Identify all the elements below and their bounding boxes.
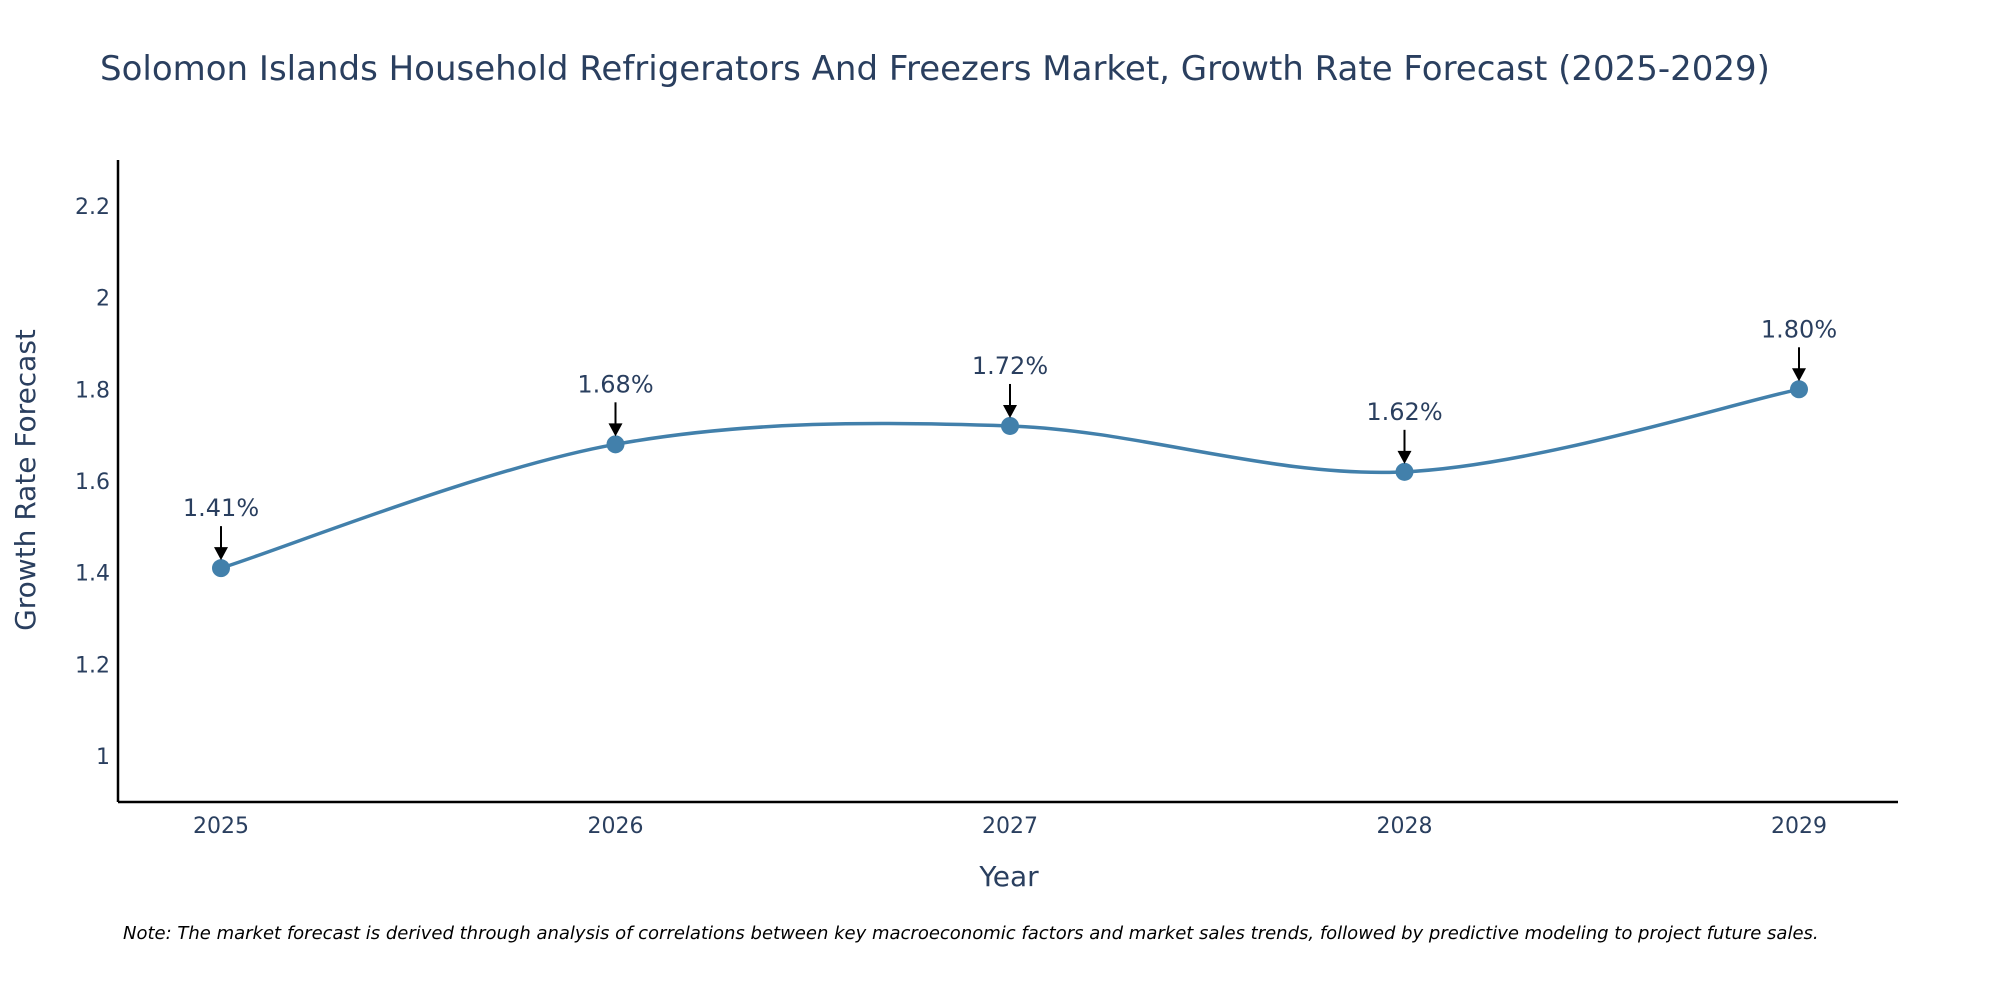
data-point	[1001, 416, 1019, 435]
annotation-arrow-head	[608, 423, 623, 437]
x-tick-label: 2028	[1377, 814, 1433, 839]
annotation-arrow-head	[1003, 404, 1017, 418]
data-label: 1.68%	[577, 370, 653, 398]
x-tick-label: 2027	[982, 814, 1038, 839]
x-tick-label: 2025	[193, 814, 249, 839]
data-label: 1.72%	[972, 352, 1048, 380]
data-label: 1.80%	[1761, 315, 1837, 343]
annotation-arrow-head	[1397, 450, 1412, 464]
x-tick-label: 2029	[1771, 814, 1827, 839]
chart-title: Solomon Islands Household Refrigerators …	[100, 49, 1770, 89]
y-tick-label: 1.2	[75, 653, 110, 678]
y-tick-label: 1.4	[75, 562, 110, 587]
data-point	[1395, 462, 1414, 481]
data-annotations: 1.41% 1.68% 1.72% 1.62% 1.80%	[183, 315, 1837, 561]
x-axis-ticks: 2025 2026 2027 2028 2029	[193, 814, 1827, 839]
annotation-arrow-head	[214, 547, 228, 561]
y-axis-title: Growth Rate Forecast	[9, 329, 42, 631]
data-point	[606, 435, 625, 454]
data-label: 1.41%	[183, 494, 259, 522]
footnote: Note: The market forecast is derived thr…	[123, 923, 1819, 944]
data-markers	[212, 380, 1808, 578]
annotation-arrow-head	[1792, 368, 1806, 382]
y-tick-label: 1.6	[75, 470, 110, 495]
x-axis-title: Year	[978, 860, 1039, 893]
y-tick-label: 1	[96, 745, 110, 770]
y-tick-label: 2	[96, 287, 110, 312]
data-point	[1790, 380, 1808, 399]
x-tick-label: 2026	[588, 814, 644, 839]
y-tick-label: 2.2	[75, 195, 110, 220]
y-tick-label: 1.8	[75, 378, 110, 403]
y-axis-ticks: 1 1.2 1.4 1.6 1.8 2 2.2	[75, 195, 110, 770]
data-label: 1.62%	[1366, 398, 1442, 426]
data-point	[212, 559, 230, 578]
